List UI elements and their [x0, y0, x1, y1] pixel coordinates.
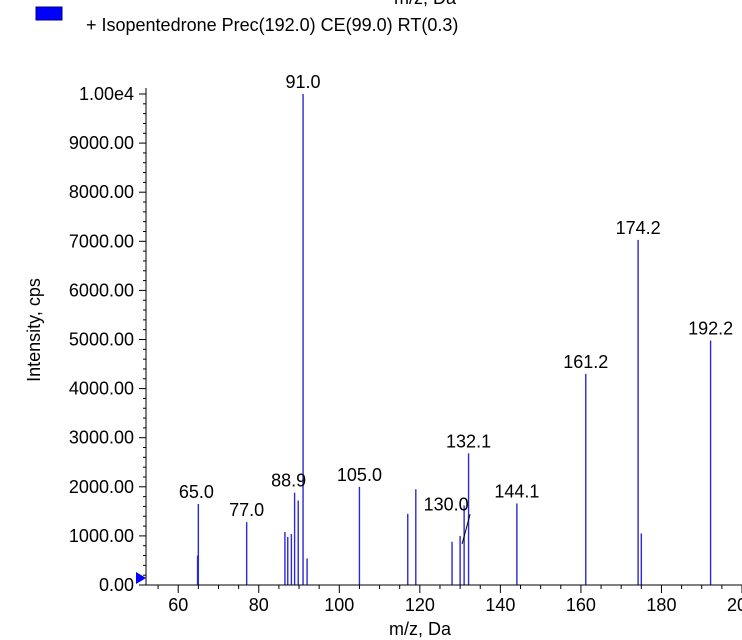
x-tick-label: 100 — [324, 595, 354, 615]
peak-labels: 65.0 77.0 88.9 91.0 105.0 130.0 132.1 144.1 161.… — [179, 72, 733, 520]
y-tick-label: 4000.00 — [69, 379, 134, 399]
peak-label: 130.0 — [424, 494, 469, 514]
peak-label-leader — [461, 514, 471, 545]
y-axis-title: Intensity, cps — [24, 278, 44, 382]
x-tick-label: 80 — [249, 595, 269, 615]
peak-label: 105.0 — [337, 465, 382, 485]
y-tick-label: 1.00e4 — [79, 84, 134, 104]
x-tick-label: 60 — [168, 595, 188, 615]
x-tick-label: 160 — [566, 595, 596, 615]
y-tick-label: 7000.00 — [69, 231, 134, 251]
peak-label: 77.0 — [229, 500, 264, 520]
x-tick-label: 180 — [646, 595, 676, 615]
y-tick-label: 0.00 — [99, 575, 134, 595]
y-tick-label: 3000.00 — [69, 428, 134, 448]
peak-label: 161.2 — [563, 352, 608, 372]
axis-ticks — [139, 93, 742, 593]
peak-label: 144.1 — [494, 481, 539, 501]
baseline-marker-icon — [136, 572, 146, 584]
peak-label: 174.2 — [616, 218, 661, 238]
y-tick-label: 2000.00 — [69, 477, 134, 497]
x-tick-label: 200 — [727, 595, 742, 615]
peak-label: 132.1 — [446, 431, 491, 451]
x-axis-title: m/z, Da — [389, 619, 452, 639]
x-tick-label: 120 — [405, 595, 435, 615]
y-tick-label: 8000.00 — [69, 182, 134, 202]
y-tick-label: 1000.00 — [69, 526, 134, 546]
x-tick-labels: 60 80 100 120 140 160 180 200 — [168, 595, 742, 615]
legend-swatch — [35, 6, 63, 21]
header-fragment: m/z, Da — [394, 0, 457, 8]
x-tick-label: 140 — [485, 595, 515, 615]
peak-bars — [196, 94, 712, 585]
y-tick-label: 9000.00 — [69, 133, 134, 153]
y-tick-label: 6000.00 — [69, 280, 134, 300]
peak-label: 65.0 — [179, 482, 214, 502]
peak-label: 88.9 — [271, 471, 306, 491]
peak-label: 192.2 — [688, 318, 733, 338]
y-tick-label: 5000.00 — [69, 330, 134, 350]
legend-label: + Isopentedrone Prec(192.0) CE(99.0) RT(… — [86, 15, 458, 35]
peak-label: 91.0 — [286, 72, 321, 92]
y-tick-labels: 0.00 1000.00 2000.00 3000.00 4000.00 5000.00 6… — [69, 84, 134, 595]
